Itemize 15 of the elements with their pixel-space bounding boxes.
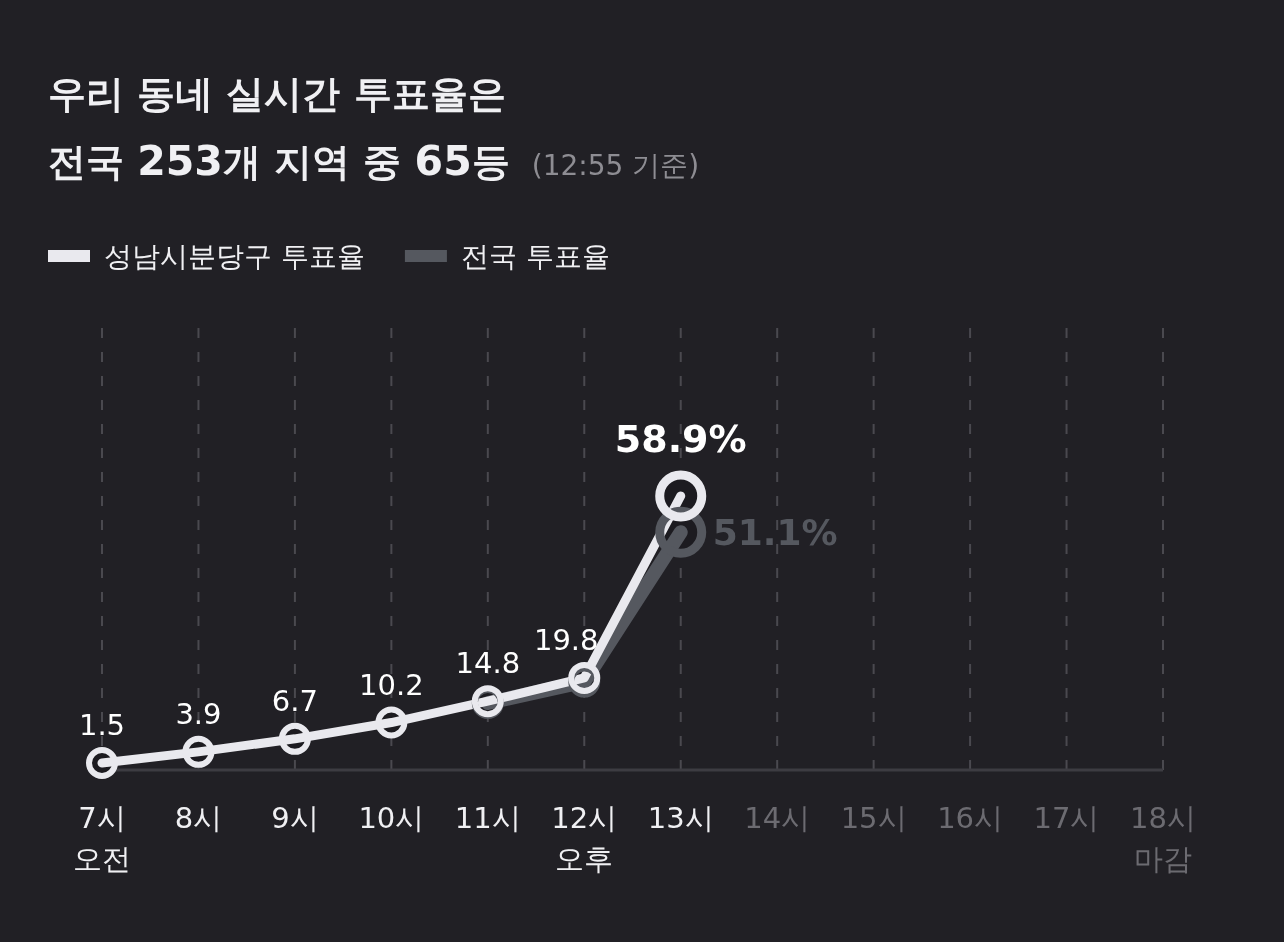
xtick: 18시 마감: [1130, 801, 1196, 876]
xtick: 11시: [454, 801, 521, 835]
title: 전국 253개 지역 중 65등: [48, 137, 510, 185]
xtick: 7시 오전: [73, 801, 131, 876]
xtick: 17시: [1033, 801, 1100, 835]
xtick: 12시 오후: [551, 801, 618, 876]
xtick: 9시: [271, 801, 319, 835]
subtitle: (12:55 기준): [531, 149, 700, 182]
xtick: 14시: [744, 801, 811, 835]
xtick: 8시: [174, 801, 223, 835]
xtick: 13시: [647, 801, 714, 835]
xtick: 10시: [358, 801, 425, 835]
title: 우리 동네 실시간 투표율은: [48, 72, 506, 116]
xtick: 16시: [937, 801, 1004, 835]
xtick: 15시: [840, 801, 907, 835]
